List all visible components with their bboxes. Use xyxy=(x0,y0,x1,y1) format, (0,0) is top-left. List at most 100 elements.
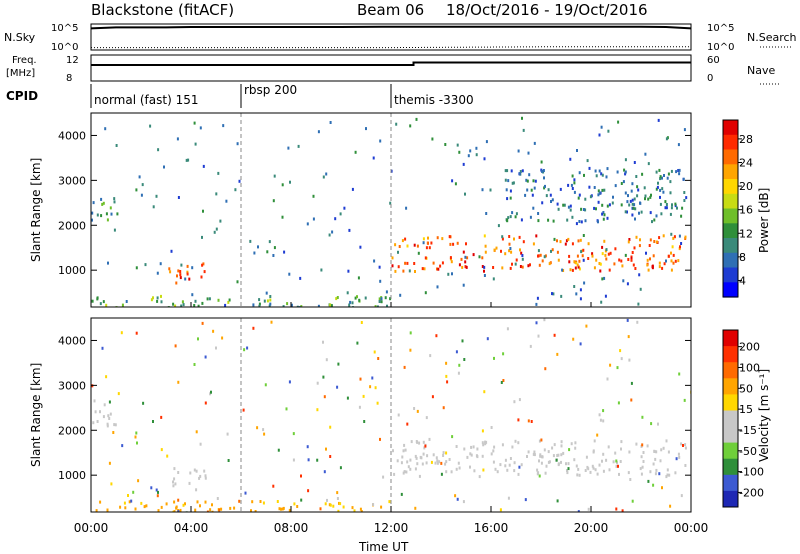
range-cell xyxy=(609,203,611,206)
range-cell xyxy=(358,299,360,302)
range-cell xyxy=(557,203,559,206)
range-cell xyxy=(523,129,525,132)
range-cell xyxy=(394,243,396,246)
range-cell xyxy=(602,419,604,422)
range-cell xyxy=(594,266,596,269)
range-cell xyxy=(669,505,671,508)
range-cell xyxy=(518,150,520,153)
range-cell xyxy=(633,264,635,267)
range-cell xyxy=(642,466,644,469)
range-cell xyxy=(409,124,411,127)
range-cell xyxy=(392,449,394,452)
range-cell xyxy=(409,269,411,272)
range-cell xyxy=(379,140,381,143)
range-cell xyxy=(595,259,597,262)
range-cell xyxy=(675,260,677,263)
colorbar-swatch xyxy=(723,179,738,194)
range-cell xyxy=(602,252,604,255)
range-cell xyxy=(501,381,503,384)
range-cell xyxy=(634,198,636,201)
range-cell xyxy=(142,402,144,405)
range-cell xyxy=(510,190,512,193)
range-cell xyxy=(670,213,672,216)
range-cell xyxy=(641,416,643,419)
range-cell xyxy=(513,469,515,472)
range-cell xyxy=(590,195,592,198)
range-cell xyxy=(515,440,517,443)
range-cell xyxy=(485,212,487,215)
range-cell xyxy=(135,436,137,439)
range-cell xyxy=(420,456,422,459)
range-cell xyxy=(528,450,530,453)
range-cell xyxy=(107,414,109,417)
range-cell xyxy=(433,262,435,265)
range-cell xyxy=(650,422,652,425)
range-cell xyxy=(329,455,331,458)
range-cell xyxy=(638,273,640,276)
range-cell xyxy=(239,180,241,183)
range-cell xyxy=(674,203,676,206)
range-cell xyxy=(336,386,338,389)
range-cell xyxy=(645,252,647,255)
range-cell xyxy=(283,251,285,254)
range-cell xyxy=(510,251,512,254)
range-cell xyxy=(441,237,443,240)
range-cell xyxy=(542,455,544,458)
range-cell xyxy=(558,462,560,465)
range-cell xyxy=(287,147,289,150)
range-cell xyxy=(278,449,280,452)
range-cell xyxy=(373,157,375,160)
range-cell xyxy=(416,440,418,443)
range-cell xyxy=(664,262,666,265)
range-cell xyxy=(257,245,259,248)
range-cell xyxy=(647,480,649,483)
range-cell xyxy=(603,189,605,192)
range-cell xyxy=(451,272,453,275)
range-cell xyxy=(457,144,459,147)
range-cell xyxy=(437,236,439,239)
range-cell xyxy=(172,481,174,484)
range-cell xyxy=(497,470,499,473)
range-cell xyxy=(457,498,459,501)
range-cell xyxy=(580,297,582,300)
range-cell xyxy=(544,448,546,451)
range-cell xyxy=(388,500,390,503)
range-cell xyxy=(491,452,493,455)
range-cell xyxy=(641,455,643,458)
range-cell xyxy=(636,194,638,197)
range-cell xyxy=(137,479,139,482)
range-cell xyxy=(166,502,168,505)
range-cell xyxy=(606,248,608,251)
range-cell xyxy=(93,201,95,204)
range-cell xyxy=(565,462,567,465)
range-cell xyxy=(277,500,279,503)
range-cell xyxy=(506,188,508,191)
range-tick-label: 4000 xyxy=(58,334,86,347)
range-cell xyxy=(263,502,265,505)
range-cell xyxy=(585,219,587,222)
range-cell xyxy=(679,245,681,248)
range-cell xyxy=(526,189,528,192)
range-cell xyxy=(595,207,597,210)
range-cell xyxy=(568,448,570,451)
range-cell xyxy=(605,295,607,298)
cpid-label: CPID xyxy=(6,89,38,103)
range-cell xyxy=(347,291,349,294)
range-cell xyxy=(404,470,406,473)
range-cell xyxy=(316,408,318,411)
range-cell xyxy=(618,259,620,262)
range-cell xyxy=(451,470,453,473)
range-cell xyxy=(522,169,524,172)
range-cell xyxy=(175,344,177,347)
colorbar-tick-label: 8 xyxy=(739,251,746,264)
range-cell xyxy=(521,218,523,221)
range-cell xyxy=(456,445,458,448)
range-cell xyxy=(267,299,269,302)
range-cell xyxy=(660,175,662,178)
range-cell xyxy=(201,264,203,267)
range-cell xyxy=(229,507,231,510)
range-cell xyxy=(195,143,197,146)
range-cell xyxy=(621,182,623,185)
range-cell xyxy=(202,210,204,213)
colorbar-swatch xyxy=(723,268,738,283)
